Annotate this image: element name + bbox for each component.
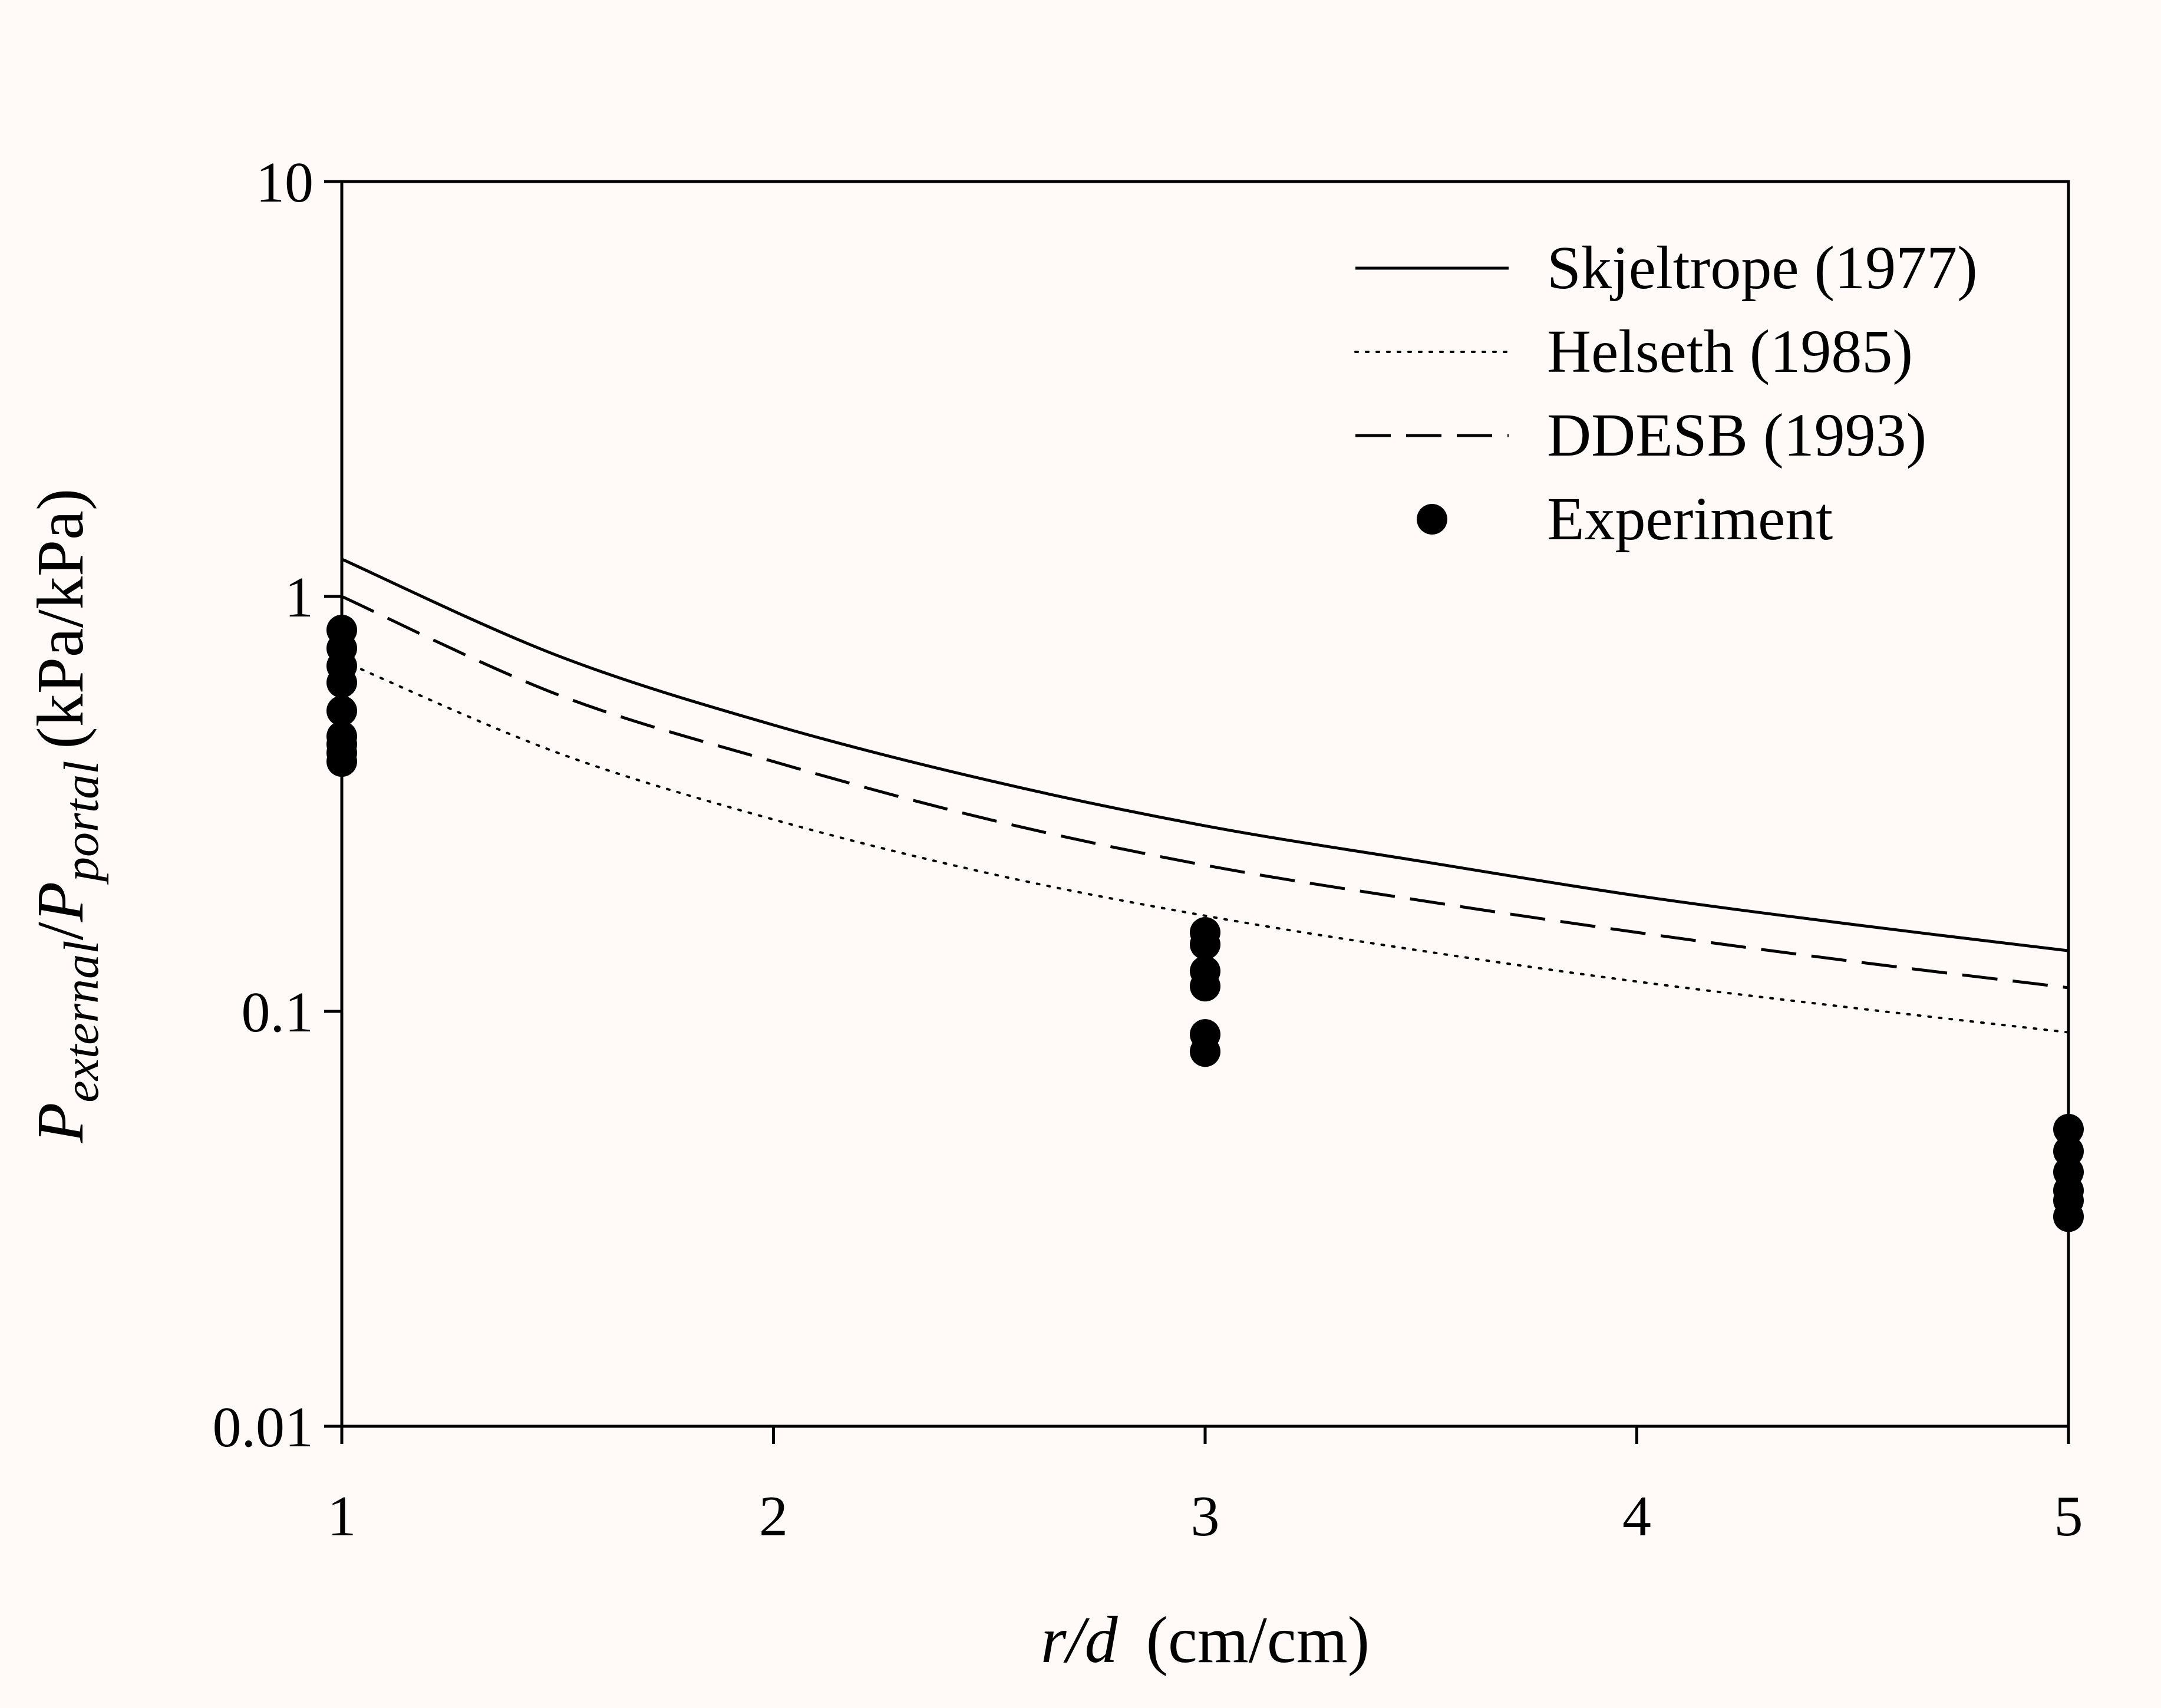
legend-label: DDESB (1993)	[1547, 401, 1926, 469]
series-line-ddesb-1993	[341, 595, 2069, 990]
legend-label: Helseth (1985)	[1547, 318, 1913, 385]
x-tick-label: 2	[759, 1485, 788, 1548]
legend-label: Skjeltrope (1977)	[1547, 234, 1978, 302]
legend-label: Experiment	[1547, 485, 1833, 553]
experiment-point	[1190, 1036, 1220, 1067]
legend-marker-experiment	[1417, 504, 1447, 535]
x-axis-title-italic: r/d	[1041, 1604, 1119, 1677]
y-axis-title-sep: /	[24, 922, 97, 941]
y-axis-title-unit: (kPa/kPa)	[24, 489, 97, 749]
experiment-point	[1190, 971, 1220, 1002]
x-tick-label: 5	[2054, 1485, 2083, 1548]
y-axis-title-p1: P	[24, 1103, 97, 1143]
y-tick-label: 1	[285, 566, 314, 629]
y-axis-title: Pexternal/Pportal(kPa/kPa)	[24, 489, 109, 1143]
series-line-helseth-1985	[341, 660, 2070, 1034]
x-axis-title: r/d (cm/cm)	[1041, 1604, 1370, 1677]
y-axis-title-sub2: portal	[54, 761, 109, 885]
y-axis-title-sub1: external	[54, 941, 109, 1103]
series-line-skjeltrope-1977	[341, 558, 2069, 952]
x-tick-label: 3	[1191, 1485, 1220, 1548]
x-axis-title-unit: (cm/cm)	[1146, 1604, 1370, 1677]
series-layer	[341, 558, 2070, 1034]
y-tick-label: 0.01	[213, 1396, 314, 1459]
x-tick-label: 4	[1622, 1485, 1651, 1548]
y-axis-title-p2: P	[24, 882, 97, 922]
experiment-point	[1190, 929, 1220, 960]
y-tick-label: 10	[256, 151, 314, 215]
y-tick-label: 0.1	[242, 981, 314, 1044]
x-tick-label: 1	[328, 1485, 357, 1548]
x-axis-ticks: 1 2 3 4 5	[328, 1426, 2083, 1548]
legend: Skjeltrope (1977) Helseth (1985) DDESB (19…	[1354, 234, 1978, 553]
y-axis-ticks: 0.01 0.1 1 10	[213, 151, 342, 1459]
